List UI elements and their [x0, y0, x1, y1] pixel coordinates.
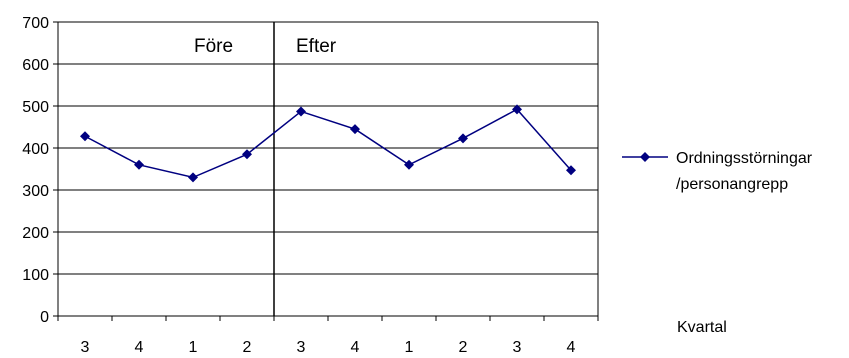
y-tick-label: 500	[22, 99, 49, 116]
annotation-after: Efter	[296, 36, 337, 57]
x-tick-label: 3	[297, 339, 306, 356]
data-point-marker	[458, 133, 468, 144]
y-tick-label: 400	[22, 141, 49, 158]
legend-diamond-marker	[640, 152, 650, 162]
annotation-before: Före	[194, 36, 233, 57]
axes	[57, 22, 599, 321]
x-tick-label: 2	[243, 339, 252, 356]
x-tick-label: 4	[135, 339, 144, 356]
data-point-marker	[188, 172, 198, 183]
data-point-marker	[566, 165, 576, 176]
x-axis-tick-labels: 3 4 1 2 3 4 1 2 3 4	[81, 339, 576, 356]
y-tick-label: 100	[22, 267, 49, 284]
data-point-marker	[242, 149, 252, 160]
series-group	[80, 104, 576, 183]
y-tick-label: 700	[22, 15, 49, 32]
x-tick-label: 4	[567, 339, 576, 356]
data-point-marker	[80, 131, 90, 142]
data-point-marker	[350, 124, 360, 135]
data-point-marker	[134, 159, 144, 170]
y-tick-label: 300	[22, 183, 49, 200]
y-tick-label: 0	[40, 309, 49, 326]
series-line	[84, 108, 572, 179]
data-point-marker	[512, 104, 522, 115]
x-tick-label: 3	[513, 339, 522, 356]
y-axis-tick-labels: 0 100 200 300 400 500 600 700	[22, 15, 49, 326]
x-tick-label: 2	[459, 339, 468, 356]
x-axis-label: Kvartal	[677, 319, 727, 336]
legend-label-line1: Ordningsstörningar	[676, 150, 813, 167]
y-tick-label: 600	[22, 57, 49, 74]
y-tick-label: 200	[22, 225, 49, 242]
data-point-marker	[404, 159, 414, 170]
legend: Ordningsstörningar /personangrepp	[622, 150, 813, 193]
legend-label-line2: /personangrepp	[676, 176, 788, 193]
x-tick-label: 4	[351, 339, 360, 356]
x-tick-label: 3	[81, 339, 90, 356]
x-tick-label: 1	[405, 339, 414, 356]
data-point-marker	[296, 106, 306, 117]
gridlines	[53, 21, 598, 317]
x-tick-label: 1	[189, 339, 198, 356]
